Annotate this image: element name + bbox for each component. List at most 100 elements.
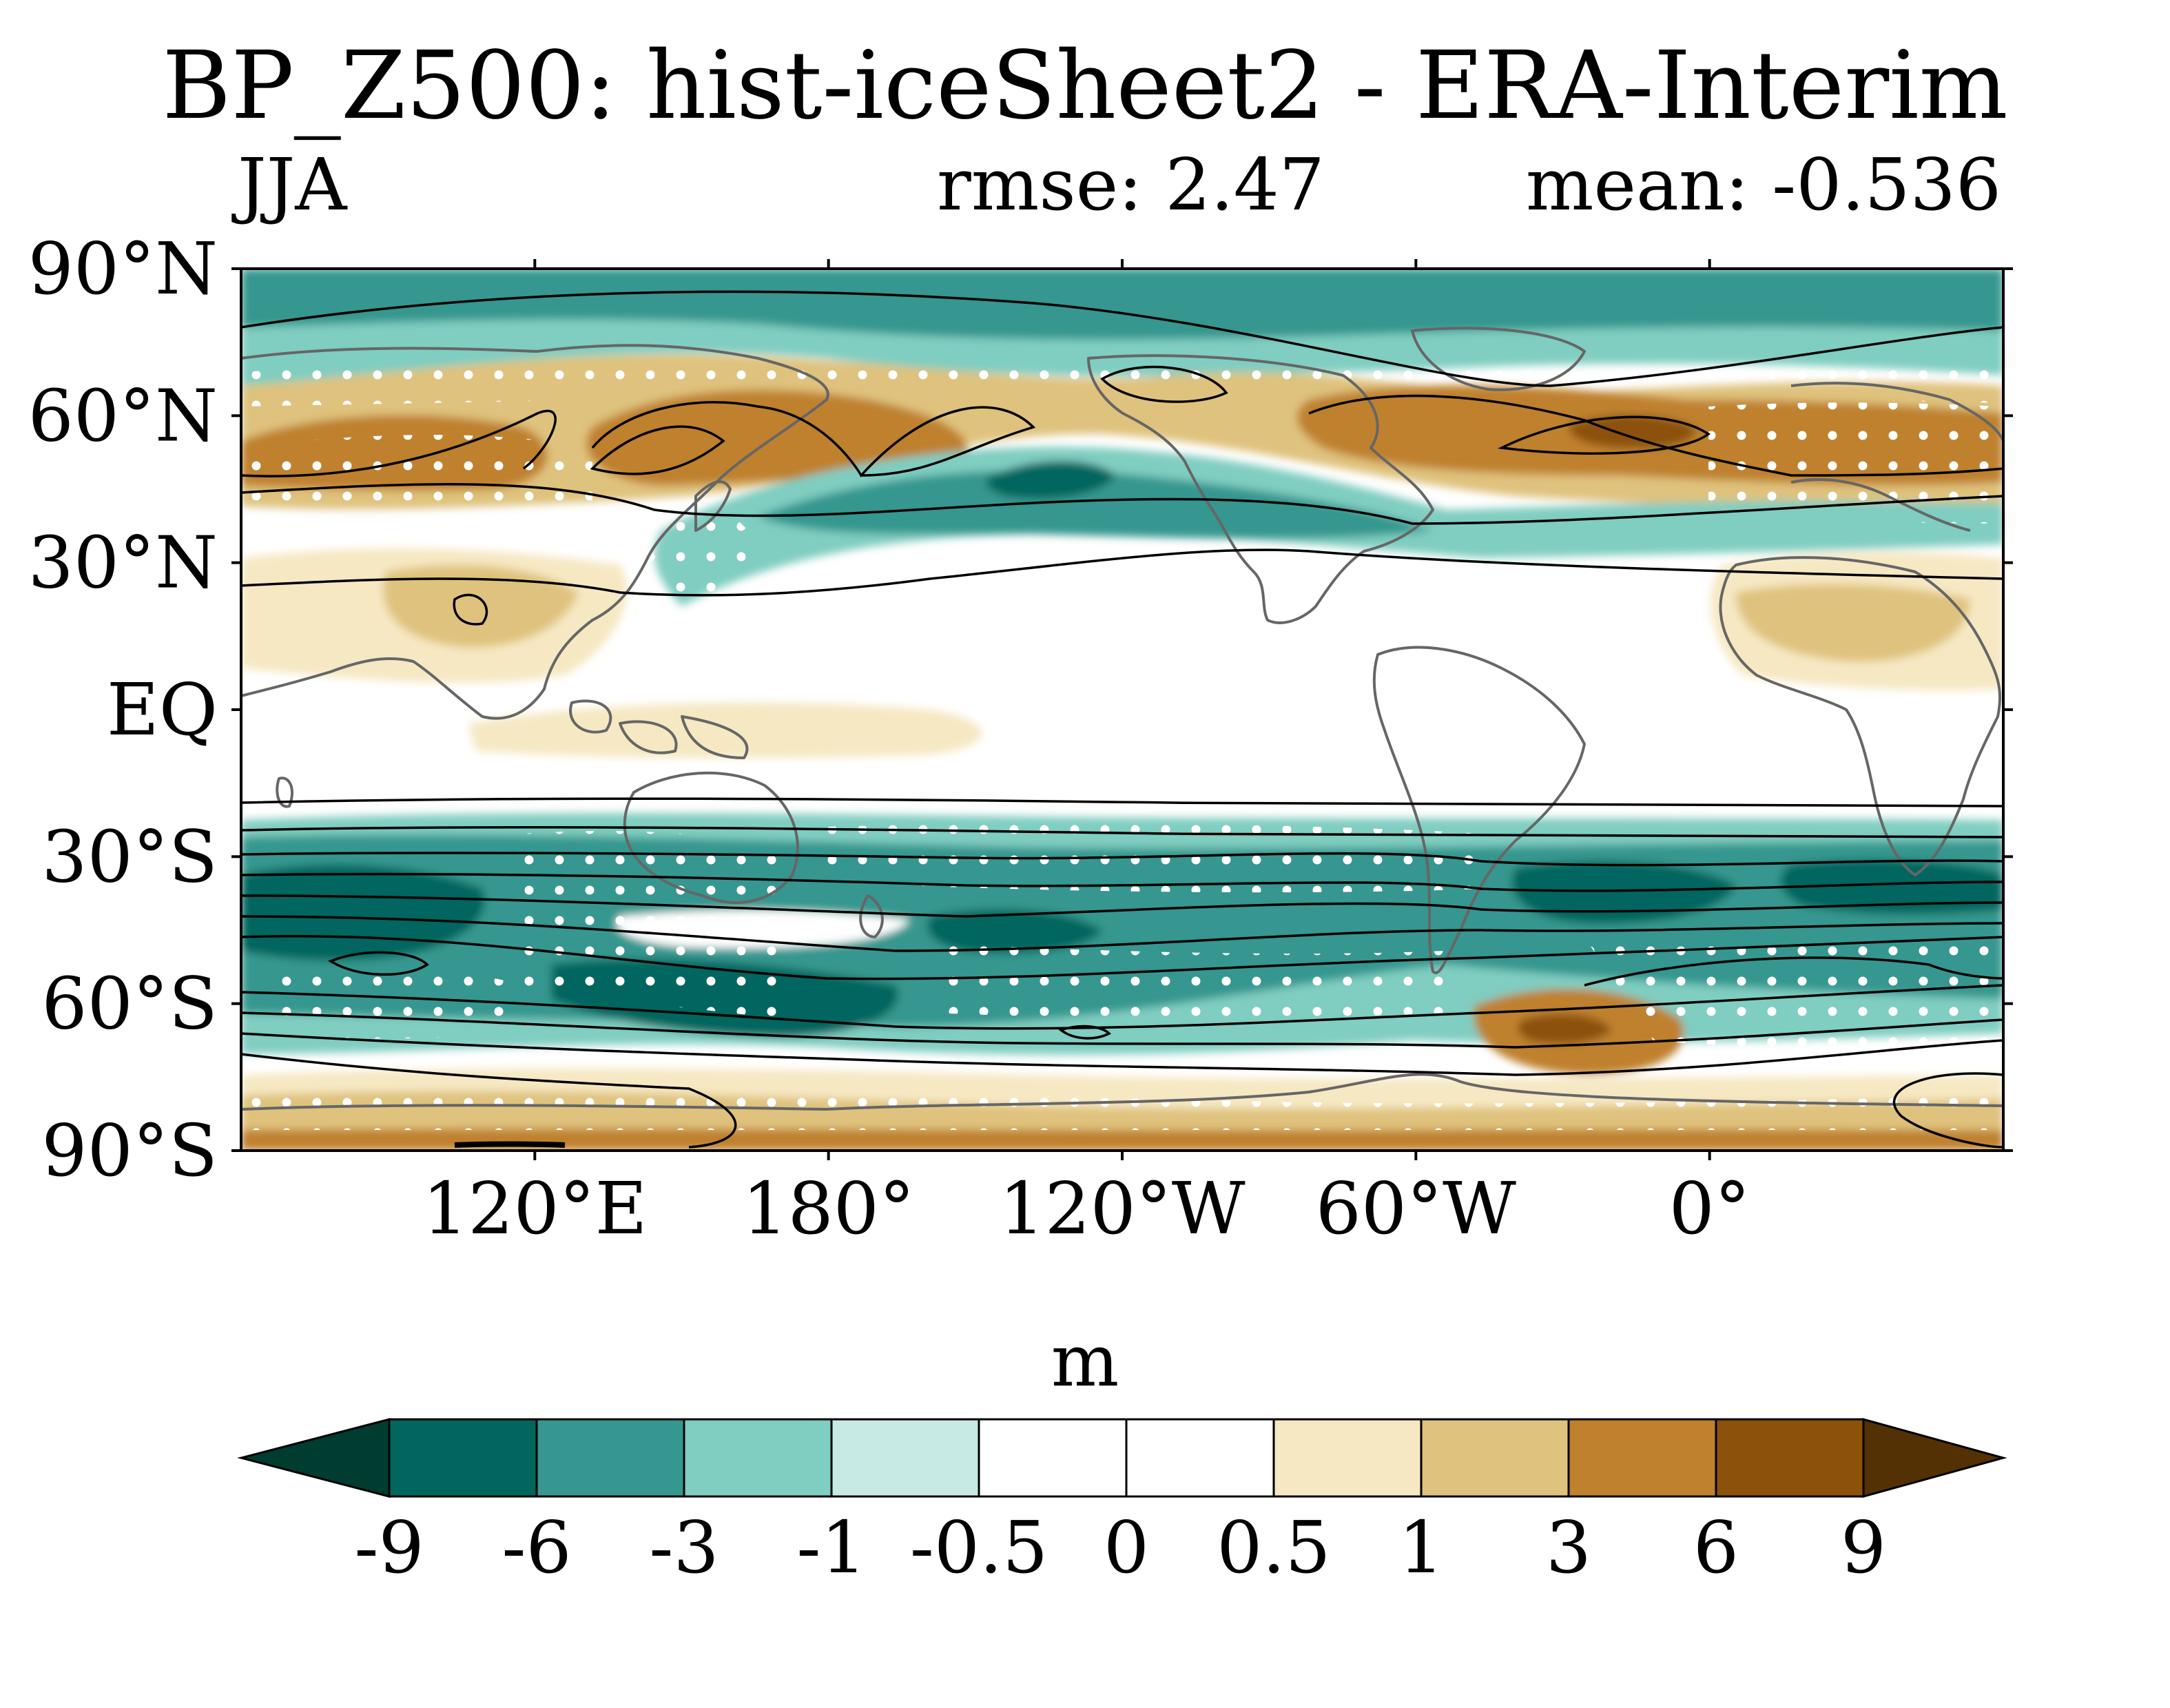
contour-sh-4 bbox=[241, 872, 2003, 892]
colorbar-box bbox=[1420, 1418, 1570, 1498]
colorbar-tick-label: -6 bbox=[502, 1505, 571, 1589]
colorbar-tick-label: 6 bbox=[1693, 1505, 1739, 1589]
colorbar-box bbox=[388, 1418, 538, 1498]
contour-sh-3 bbox=[241, 852, 2003, 867]
stipple-sh-indian bbox=[262, 962, 524, 1039]
contour-nh-3 bbox=[590, 425, 725, 475]
contour-nh-6 bbox=[241, 483, 2003, 525]
stipple-nh-sub bbox=[620, 507, 758, 595]
contour-antarctic bbox=[454, 1141, 566, 1148]
season-label: JJA bbox=[238, 143, 347, 227]
figure-title: BP_Z500: hist-iceSheet2 - ERA-Interim bbox=[162, 32, 2008, 141]
lon-label: 60°W bbox=[1316, 1166, 1516, 1251]
coastlines bbox=[241, 327, 2003, 1111]
colorbar-extend-low bbox=[237, 1418, 391, 1498]
stipple-nh-high bbox=[241, 349, 2003, 407]
north-pacific-strong-negative bbox=[986, 461, 1116, 499]
tropical-pacific-positive bbox=[468, 702, 982, 759]
colorbar-labels: -9 -6 -3 -1 -0.5 0 0.5 1 3 6 9 bbox=[354, 1505, 1886, 1589]
climatology-contours bbox=[241, 290, 2003, 1149]
colorbar-tick-label: -1 bbox=[796, 1505, 866, 1589]
coast-antarctica bbox=[241, 1073, 2003, 1111]
lat-label: 30°N bbox=[28, 521, 218, 605]
colorbar-box bbox=[1125, 1418, 1275, 1498]
contour-sh-loop-2 bbox=[1058, 1025, 1111, 1040]
colorbar-tick-label: 9 bbox=[1841, 1505, 1886, 1589]
contour-sh-8 bbox=[241, 984, 2003, 1030]
coast-greenland bbox=[1411, 327, 1586, 391]
contour-nh-7 bbox=[241, 548, 2003, 597]
colorbar-tick-label: 0.5 bbox=[1217, 1505, 1330, 1589]
colorbar-box bbox=[978, 1418, 1128, 1498]
stipple-atlantic bbox=[1708, 402, 2003, 524]
map-area bbox=[241, 269, 2003, 1151]
arctic-negative bbox=[241, 269, 2003, 340]
lat-label: 30°S bbox=[41, 814, 218, 898]
stipple-sh-south bbox=[930, 944, 1447, 1018]
lon-label: 180° bbox=[742, 1166, 915, 1251]
lat-label: 60°N bbox=[28, 373, 218, 457]
latitude-ticks bbox=[231, 267, 2013, 1152]
lat-label: EQ bbox=[107, 668, 218, 752]
longitude-labels: 120°E 180° 120°W 60°W 0° bbox=[422, 1166, 1750, 1251]
antarctic-strong-positive bbox=[241, 1129, 2003, 1151]
coast-madagascar bbox=[276, 776, 293, 808]
coast-south-america bbox=[1372, 646, 1586, 974]
colorbar-box bbox=[683, 1418, 833, 1498]
tibet-positive-core bbox=[383, 565, 579, 648]
coast-africa bbox=[1719, 556, 2002, 876]
contour-nh-2 bbox=[241, 365, 1228, 477]
contour-sh-2 bbox=[241, 825, 2003, 838]
stipple-sh-east bbox=[1584, 929, 2003, 1051]
colorbar-box bbox=[1272, 1418, 1423, 1498]
contour-tibet bbox=[453, 593, 488, 626]
colorbar-box bbox=[830, 1418, 980, 1498]
contour-sh-9 bbox=[241, 1011, 2003, 1049]
south-pacific-strong-negative bbox=[927, 909, 1102, 954]
weddell-strong-positive bbox=[1518, 1014, 1612, 1044]
coast-eurasia bbox=[241, 344, 829, 720]
coast-north-america bbox=[1087, 354, 1434, 624]
coast-europe bbox=[1790, 382, 2003, 532]
contour-sh-5 bbox=[241, 894, 2003, 918]
contour-sh-11 bbox=[241, 956, 2003, 1149]
lon-label: 120°W bbox=[999, 1166, 1246, 1251]
mean-label: mean: -0.536 bbox=[1525, 143, 2001, 227]
colorbar-tick-label: -0.5 bbox=[910, 1505, 1048, 1589]
contour-sh-7 bbox=[241, 934, 2003, 980]
stipple-nh-mid bbox=[241, 435, 592, 506]
east-asia-positive bbox=[586, 389, 967, 486]
rmse-label: rmse: 2.47 bbox=[937, 143, 1325, 227]
lat-label: 90°S bbox=[41, 1109, 218, 1193]
longitude-ticks bbox=[533, 259, 1711, 1160]
lat-label: 90°N bbox=[28, 227, 218, 311]
colorbar-units: m bbox=[1051, 1319, 1119, 1403]
lat-label: 60°S bbox=[41, 962, 218, 1046]
lon-label: 0° bbox=[1669, 1166, 1750, 1251]
stippling bbox=[241, 349, 2003, 1130]
colorbar-tick-label: -9 bbox=[354, 1505, 424, 1589]
colorbar bbox=[237, 1418, 2007, 1498]
colorbar-tick-label: 0 bbox=[1104, 1505, 1149, 1589]
contour-sh-6 bbox=[241, 915, 2003, 952]
stipple-antarctic bbox=[241, 1091, 2003, 1130]
colorbar-box bbox=[1567, 1418, 1717, 1498]
coast-maritime-continent bbox=[569, 699, 749, 759]
colorbar-tick-label: 3 bbox=[1546, 1505, 1591, 1589]
colorbar-box bbox=[1715, 1418, 1865, 1498]
colorbar-tick-label: -3 bbox=[649, 1505, 719, 1589]
south-atlantic-east-strong-negative bbox=[1780, 859, 2003, 914]
coast-japan bbox=[694, 480, 732, 532]
sahara-positive-core bbox=[1736, 584, 1970, 662]
north-pacific-negative bbox=[758, 470, 1433, 539]
lon-label: 120°E bbox=[422, 1166, 647, 1251]
contour-nh-1 bbox=[241, 290, 2003, 387]
stipple-sh-west bbox=[524, 831, 792, 1020]
contour-nh-5 bbox=[1498, 415, 1711, 455]
colorbar-extend-high bbox=[1862, 1418, 2007, 1498]
contour-sh-loop bbox=[328, 951, 429, 976]
south-atlantic-strong-negative bbox=[1511, 861, 1736, 924]
colorbar-box bbox=[535, 1418, 685, 1498]
contour-sh-1 bbox=[241, 797, 2003, 807]
